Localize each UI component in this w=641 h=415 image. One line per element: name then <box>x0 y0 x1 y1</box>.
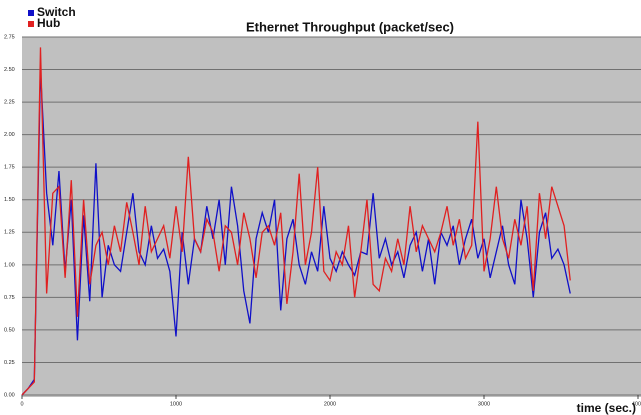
x-tick-label: 2000 <box>324 401 336 407</box>
y-tick-label: 0.75 <box>4 295 15 301</box>
x-tick-label: 3000 <box>478 401 490 407</box>
x-tick-label: 4000 <box>632 401 641 407</box>
series-line <box>21 47 571 396</box>
y-tick-label: 2.50 <box>4 67 15 73</box>
y-tick-label: 0.50 <box>4 327 15 333</box>
legend-label: Hub <box>37 16 60 30</box>
x-axis-label: time (sec.) <box>577 401 636 415</box>
y-tick-label: 1.50 <box>4 197 15 203</box>
y-tick-label: 2.75 <box>4 34 15 40</box>
legend-swatch <box>28 21 34 27</box>
legend-label: Switch <box>37 5 76 19</box>
x-tick-label: 1000 <box>170 401 182 407</box>
y-tick-label: 2.00 <box>4 132 15 138</box>
y-tick-label: 1.00 <box>4 262 15 268</box>
y-tick-label: 2.25 <box>4 100 15 106</box>
series-line <box>21 69 571 396</box>
x-tick-label: 0 <box>20 401 23 407</box>
y-tick-label: 0.25 <box>4 360 15 366</box>
y-tick-label: 1.75 <box>4 165 15 171</box>
y-tick-label: 1.25 <box>4 230 15 236</box>
y-tick-label: 0.00 <box>4 392 15 398</box>
chart-title: Ethernet Throughput (packet/sec) <box>246 19 454 34</box>
legend-swatch <box>28 10 34 16</box>
